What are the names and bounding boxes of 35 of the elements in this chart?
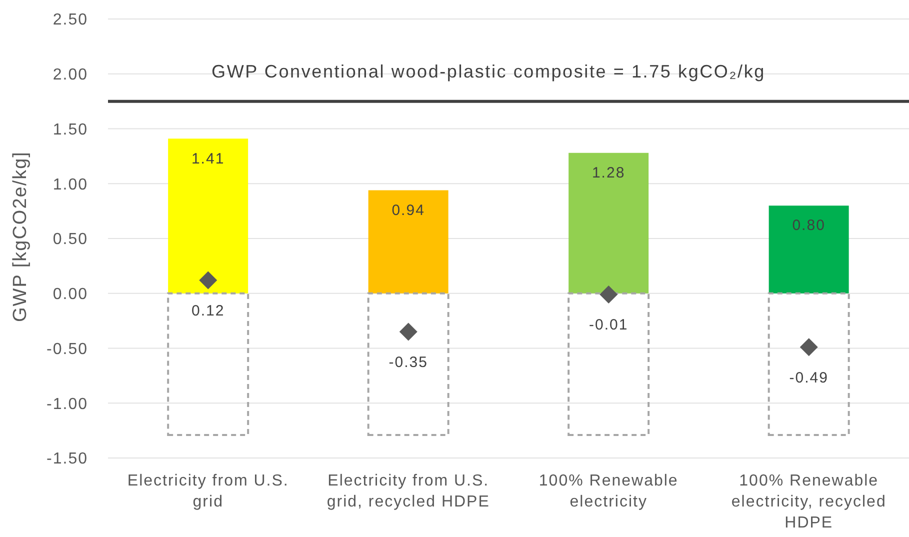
x-tick-label: Electricity from U.S. grid, recycled HDPE [326, 472, 490, 511]
y-tick-label: -1.00 [46, 396, 88, 413]
bar [768, 206, 849, 294]
x-tick-label: Electricity from U.S. grid [127, 472, 289, 511]
bar [367, 292, 450, 436]
y-tick-label: 1.50 [52, 121, 88, 138]
x-tick-label: 100% Renewable electricity [538, 472, 678, 511]
data-label: -0.35 [388, 354, 428, 371]
point [199, 271, 218, 290]
point [600, 285, 618, 304]
data-label: 0.80 [792, 217, 826, 234]
y-tick-label: 0.00 [52, 286, 88, 304]
point [800, 338, 818, 356]
y-tick-label: 2.00 [52, 66, 88, 84]
bar [768, 292, 850, 436]
point [399, 322, 418, 341]
ref-line-label: GWP Conventional wood-plastic composite = 1.75 kgCO₂/kg [212, 61, 766, 82]
y-axis-title: GWP [kgCO2e/kg] [10, 151, 30, 322]
data-label: 1.28 [592, 164, 626, 182]
data-label: 0.12 [192, 302, 225, 320]
data-label: -0.49 [789, 369, 828, 386]
y-tick-label: -1.50 [46, 450, 88, 468]
data-label: 1.41 [191, 150, 225, 168]
data-label: 0.94 [392, 202, 425, 219]
data-label: -0.01 [589, 316, 628, 334]
y-tick-label: 0.50 [52, 231, 88, 248]
bar [168, 138, 248, 294]
bar [568, 152, 649, 294]
bar [568, 292, 650, 436]
x-tick-label: 100% Renewable electricity, recycled HDPE [731, 472, 886, 532]
bar [167, 292, 250, 436]
y-tick-label: 1.00 [52, 176, 88, 194]
bar [368, 190, 448, 294]
y-tick-label: 2.50 [52, 12, 88, 29]
y-tick-label: -0.50 [46, 340, 88, 358]
